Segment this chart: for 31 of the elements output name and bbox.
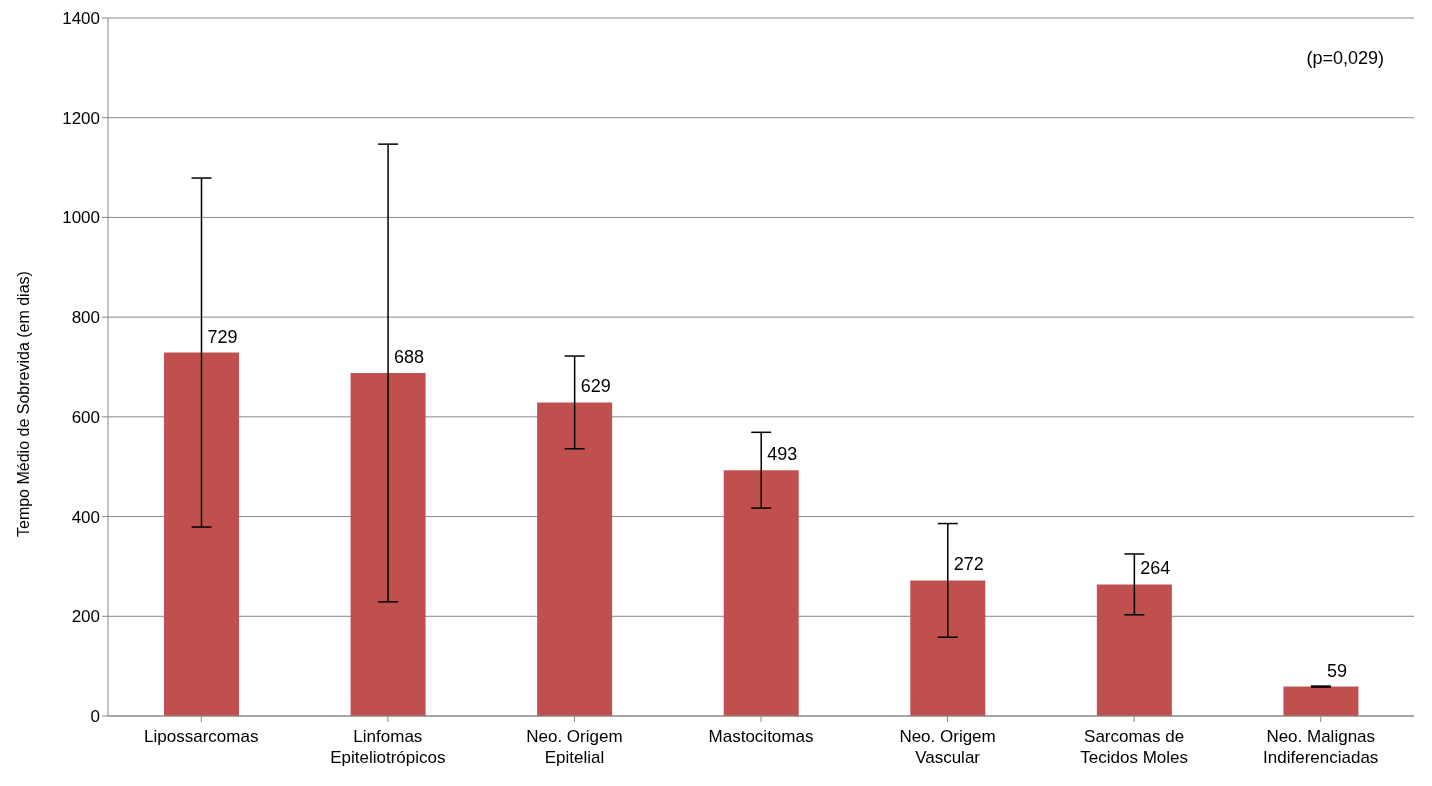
x-tick-label: Neo. Malignas Indiferenciadas xyxy=(1263,727,1379,767)
data-label: 59 xyxy=(1326,660,1347,681)
data-label: 629 xyxy=(580,376,611,397)
data-label: 493 xyxy=(767,444,798,465)
bar xyxy=(910,580,986,716)
y-tick-label: 600 xyxy=(71,407,100,427)
y-tick-label: 400 xyxy=(71,507,100,527)
y-tick-label: 800 xyxy=(71,308,100,328)
data-label: 264 xyxy=(1140,558,1171,579)
y-tick-label: 1400 xyxy=(62,9,100,29)
y-axis-title: Tempo Médio de Sobrevida (em dias) xyxy=(14,271,32,537)
x-tick-label: Neo. Origem Vascular xyxy=(899,727,996,767)
data-label: 272 xyxy=(953,554,984,575)
y-tick-label: 1200 xyxy=(62,108,100,128)
bar xyxy=(537,402,613,716)
annotation: (p=0,029) xyxy=(1306,48,1384,69)
data-label: 729 xyxy=(207,326,238,347)
bar xyxy=(1096,584,1172,716)
y-tick-label: 200 xyxy=(71,607,100,627)
y-tick-label: 0 xyxy=(90,707,100,727)
x-tick-label: Lipossarcomas xyxy=(144,727,259,746)
x-tick-label: Sarcomas de Tecidos Moles xyxy=(1080,727,1188,767)
bar xyxy=(164,352,239,716)
x-tick-label: Mastocitomas xyxy=(708,727,814,746)
x-tick-label: Linfomas Epiteliotrópicos xyxy=(330,727,446,767)
bar xyxy=(350,372,426,716)
data-label: 688 xyxy=(394,346,425,367)
bar xyxy=(1283,686,1359,716)
bar xyxy=(723,470,799,716)
x-tick-label: Neo. Origem Epitelial xyxy=(526,727,623,767)
y-tick-label: 1000 xyxy=(62,208,100,228)
